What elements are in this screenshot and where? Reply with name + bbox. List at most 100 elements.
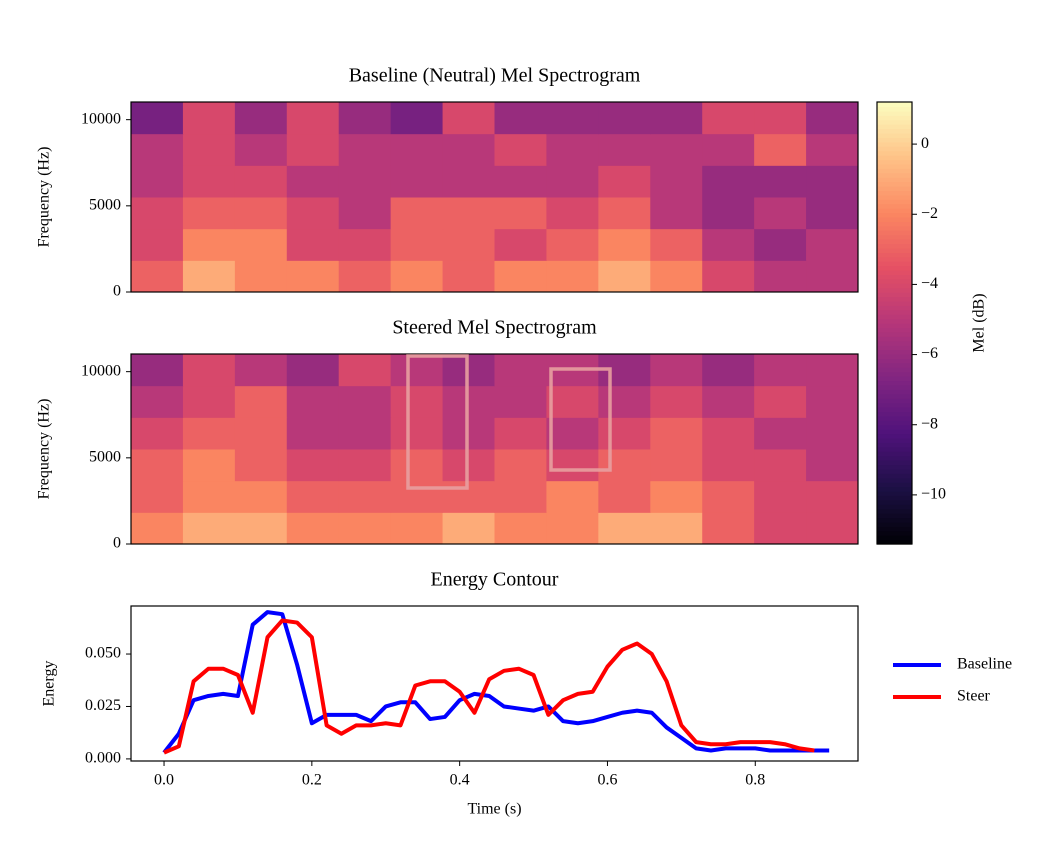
colorbar-band [877,252,912,258]
heat-cell [390,512,444,545]
colorbar-band [877,429,912,435]
heat-cell [702,165,755,198]
colorbar-tick-label: 0 [921,135,929,152]
heat-cell [754,228,807,261]
colorbar-band [877,287,912,293]
heat-cell [546,133,599,166]
heat-cell [650,165,703,198]
y-axis-label: Energy [41,661,58,707]
heat-cell [494,197,547,230]
colorbar-band [877,521,912,527]
heat-cell [182,165,236,198]
heat-cell [494,260,547,293]
x-tick-label: 0.8 [745,772,765,789]
heat-cell [494,480,547,513]
heat-cell [182,197,236,230]
colorbar-band [877,517,912,523]
heat-cell [234,197,288,230]
colorbar-tick-label: −6 [921,345,938,362]
colorbar-band [877,345,912,351]
heat-cell [234,228,288,261]
colorbar-band [877,420,912,426]
heat-cell [702,385,755,418]
colorbar-band [877,411,912,417]
heat-cell [286,197,340,230]
heat-cell [494,512,547,545]
colorbar-band [877,442,912,448]
heat-cell [546,449,599,482]
colorbar-band [877,490,912,496]
heat-cell [598,480,651,513]
heat-cell [546,260,599,293]
colorbar-band [877,358,912,364]
heat-cell [390,354,444,387]
heat-cell [442,165,495,198]
colorbar-band [877,247,912,253]
x-tick-label: 0.6 [597,772,617,789]
heat-cell [286,228,340,261]
heat-cell [390,228,444,261]
heat-cell [390,385,444,418]
heat-cell [494,417,547,450]
colorbar-band [877,451,912,457]
chart-title: Energy Contour [431,569,559,591]
heat-cell [494,385,547,418]
heat-cell [286,260,340,293]
heat-cell [702,480,755,513]
colorbar-band [877,340,912,346]
heat-cell [598,260,651,293]
x-axis-label: Time (s) [467,801,521,818]
heat-cell [131,512,184,545]
heat-cell [806,385,859,418]
colorbar-band [877,380,912,386]
heat-cell [702,260,755,293]
heat-cell [390,260,444,293]
colorbar-band [877,190,912,196]
colorbar-band [877,460,912,466]
heat-cell [286,165,340,198]
colorbar-band [877,115,912,121]
heat-cell [754,133,807,166]
heat-cell [754,354,807,387]
colorbar-band [877,473,912,479]
heat-cell [546,102,599,135]
heat-cell [494,354,547,387]
colorbar-band [877,292,912,298]
y-tick-label: 10000 [81,110,121,127]
colorbar-band [877,362,912,368]
colorbar-band [877,455,912,461]
heat-cell [442,512,495,545]
colorbar-band [877,424,912,430]
colorbar-band [877,513,912,519]
colorbar-band [877,265,912,271]
heat-cell [234,512,288,545]
colorbar-band [877,119,912,125]
colorbar-band [877,194,912,200]
heat-cell [702,354,755,387]
heat-cell [390,417,444,450]
heat-cell [702,512,755,545]
heat-cell [286,354,340,387]
colorbar-band [877,212,912,218]
colorbar-band [877,495,912,501]
heat-cell [286,417,340,450]
heat-cell [650,449,703,482]
colorbar-band [877,300,912,306]
heat-cell [702,102,755,135]
colorbar-band [877,323,912,329]
heat-cell [702,133,755,166]
heat-cell [598,417,651,450]
heat-cell [546,197,599,230]
colorbar-band [877,132,912,138]
heat-cell [442,417,495,450]
heat-cell [131,102,184,135]
x-tick-label: 0.4 [450,772,470,789]
heat-cell [806,417,859,450]
heat-cell [338,512,392,545]
heat-cell [131,449,184,482]
heat-cell [702,417,755,450]
heat-cell [234,260,288,293]
heat-cell [390,449,444,482]
heat-cell [650,385,703,418]
colorbar-band [877,150,912,156]
